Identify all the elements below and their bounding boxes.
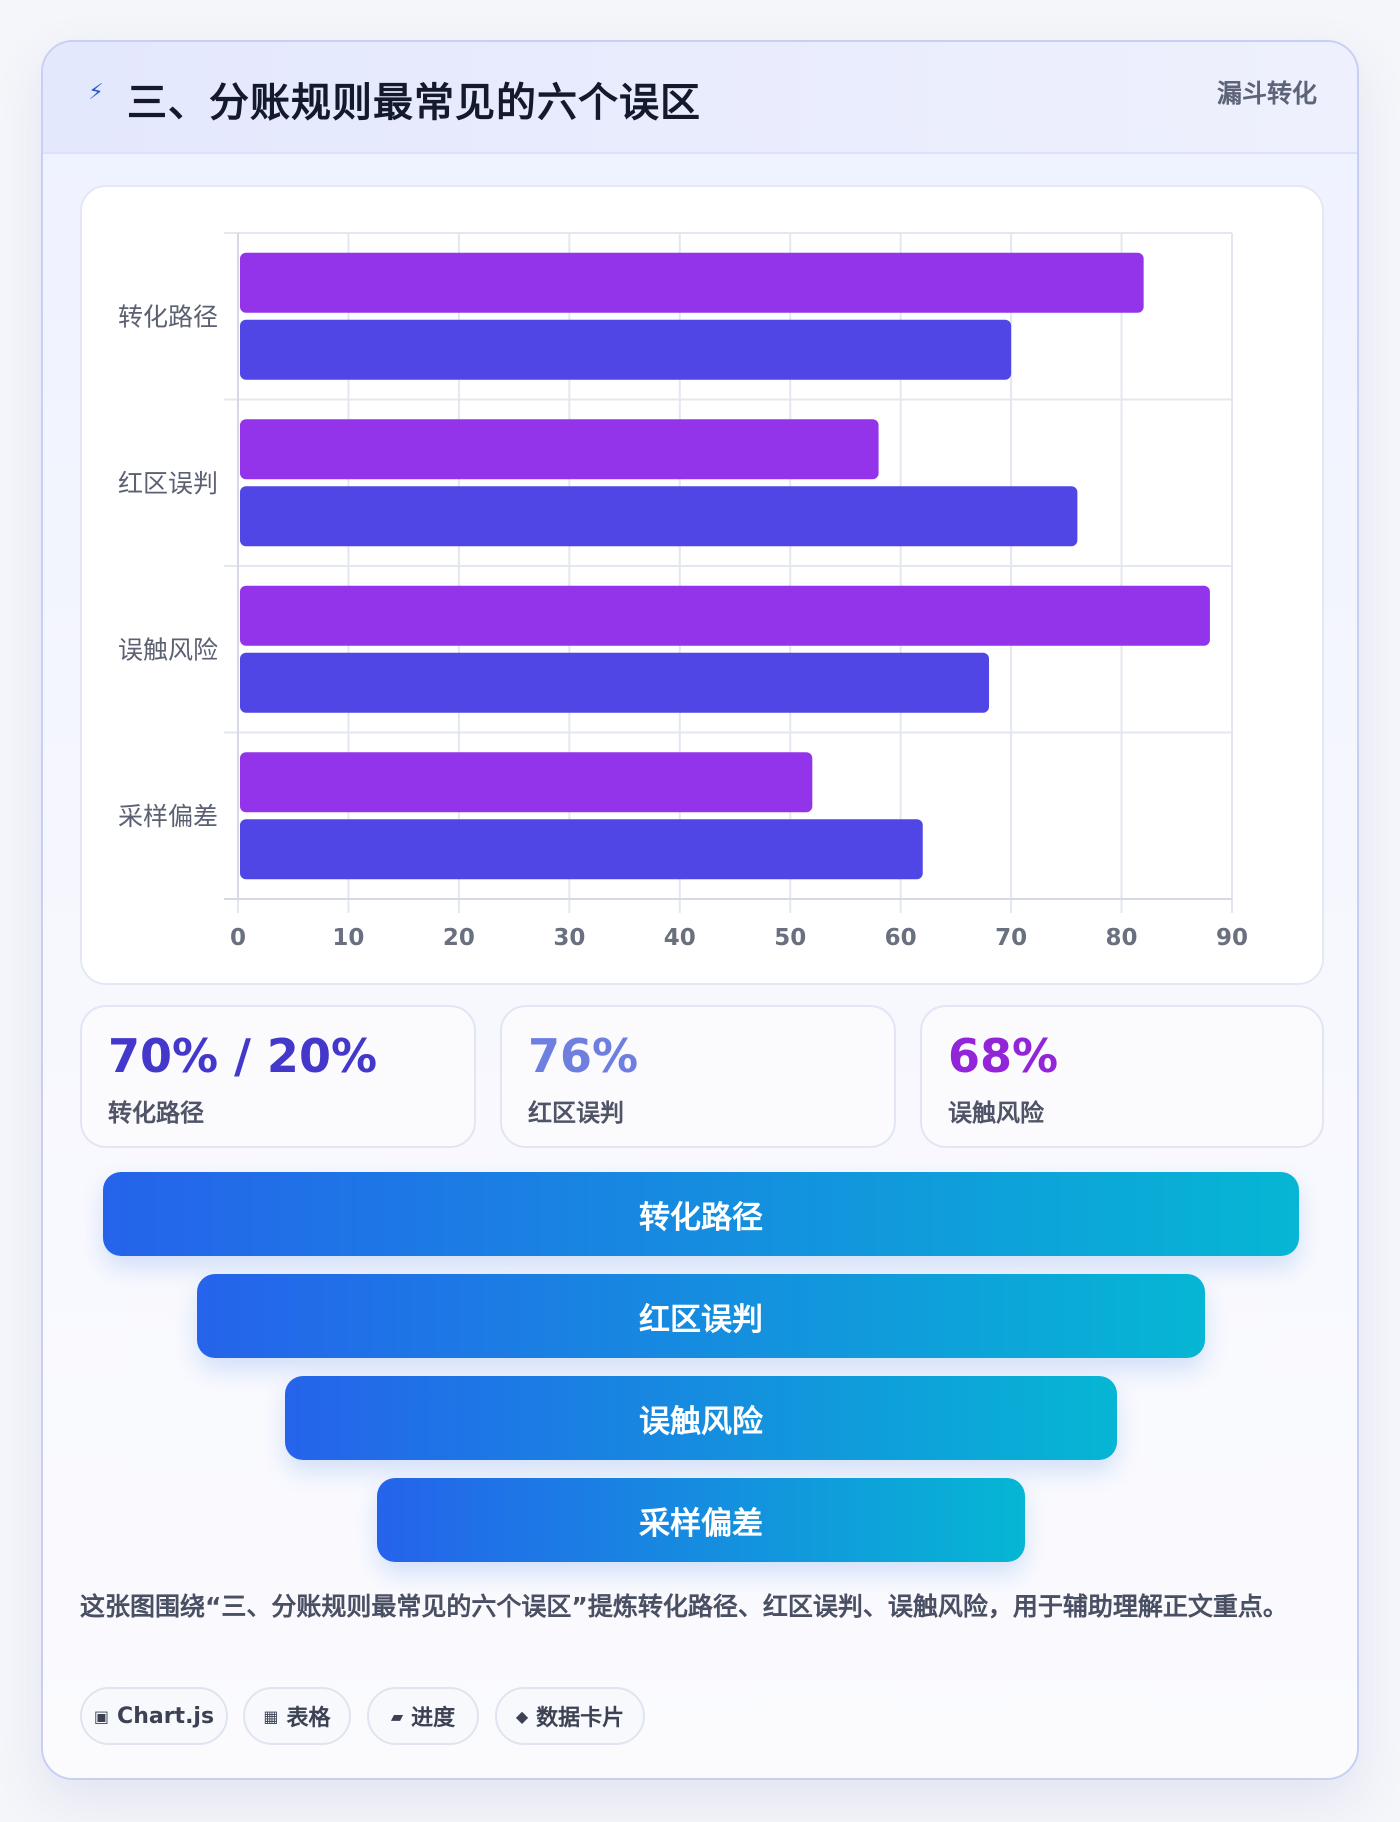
chart-type-tag: 漏斗转化 [1216, 79, 1317, 108]
bar-chart-panel: 0 10 20 30 40 50 60 70 80 90 转化路径红区误判误触风险采样偏差 [80, 185, 1324, 985]
bar-误触风险-series-1 [240, 585, 1210, 646]
card-header: ⚡ 三、分账规则最常见的六个误区 漏斗转化 [43, 42, 1357, 154]
chip-chartjs[interactable]: ▣ Chart.js [80, 1687, 228, 1745]
chip-label: 数据卡片 [536, 1706, 625, 1731]
y-category-label: 转化路径 [118, 302, 218, 331]
x-tick-label: 60 [885, 925, 917, 951]
x-tick-label: 40 [664, 925, 696, 951]
x-tick-label: 80 [1106, 925, 1138, 951]
bar-红区误判-series-2 [240, 486, 1078, 547]
main-card: ⚡ 三、分账规则最常见的六个误区 漏斗转化 0 10 20 30 40 50 60 70 80 9… [41, 40, 1359, 1780]
bar-采样偏差-series-2 [240, 819, 923, 880]
funnel-step-2: 红区误判 [197, 1274, 1205, 1358]
stat-value-1: 70% / 20% [108, 1029, 378, 1083]
stat-value-2: 76% [528, 1029, 639, 1083]
chip-data-card[interactable]: ◆ 数据卡片 [495, 1687, 645, 1745]
bar-转化路径-series-2 [240, 319, 1012, 380]
chip-label: 进度 [411, 1706, 456, 1731]
x-tick-label: 50 [774, 925, 806, 951]
chip-label: 表格 [286, 1706, 331, 1731]
stat-card-2: 76% 红区误判 [500, 1005, 896, 1148]
funnel-step-1: 转化路径 [103, 1172, 1299, 1256]
chip-table[interactable]: ▦ 表格 [243, 1687, 351, 1745]
stat-card-3: 68% 误触风险 [920, 1005, 1324, 1148]
y-category-label: 红区误判 [118, 469, 218, 498]
x-tick-label: 70 [995, 925, 1027, 951]
card-title: 三、分账规则最常见的六个误区 [127, 80, 701, 126]
stat-card-1: 70% / 20% 转化路径 [80, 1005, 476, 1148]
x-tick-label: 20 [443, 925, 475, 951]
y-category-label: 采样偏差 [118, 802, 218, 831]
chip-label: Chart.js [117, 1703, 215, 1729]
x-tick-label: 10 [332, 925, 364, 951]
bar-误触风险-series-2 [240, 652, 990, 713]
x-tick-label: 0 [230, 925, 246, 951]
y-category-label: 误触风险 [118, 635, 218, 664]
diamond-icon: ◆ [515, 1706, 529, 1726]
table-icon: ▦ [263, 1706, 279, 1726]
lightning-icon: ⚡ [88, 80, 104, 105]
chart-caption: 这张图围绕“三、分账规则最常见的六个误区”提炼转化路径、红区误判、误触风险，用于… [80, 1592, 1288, 1621]
progress-icon: ▰ [390, 1706, 404, 1726]
bar-红区误判-series-1 [240, 419, 879, 480]
stat-value-3: 68% [948, 1029, 1059, 1083]
bar-转化路径-series-1 [240, 252, 1144, 313]
stat-label-3: 误触风险 [948, 1099, 1044, 1127]
funnel-step-4: 采样偏差 [377, 1478, 1025, 1562]
chip-progress[interactable]: ▰ 进度 [367, 1687, 479, 1745]
x-tick-label: 90 [1216, 925, 1248, 951]
funnel-step-3: 误触风险 [285, 1376, 1117, 1460]
stat-label-1: 转化路径 [108, 1099, 204, 1127]
x-tick-label: 30 [553, 925, 585, 951]
chart-icon: ▣ [93, 1706, 110, 1726]
stat-label-2: 红区误判 [528, 1099, 624, 1127]
bar-采样偏差-series-1 [240, 752, 813, 813]
